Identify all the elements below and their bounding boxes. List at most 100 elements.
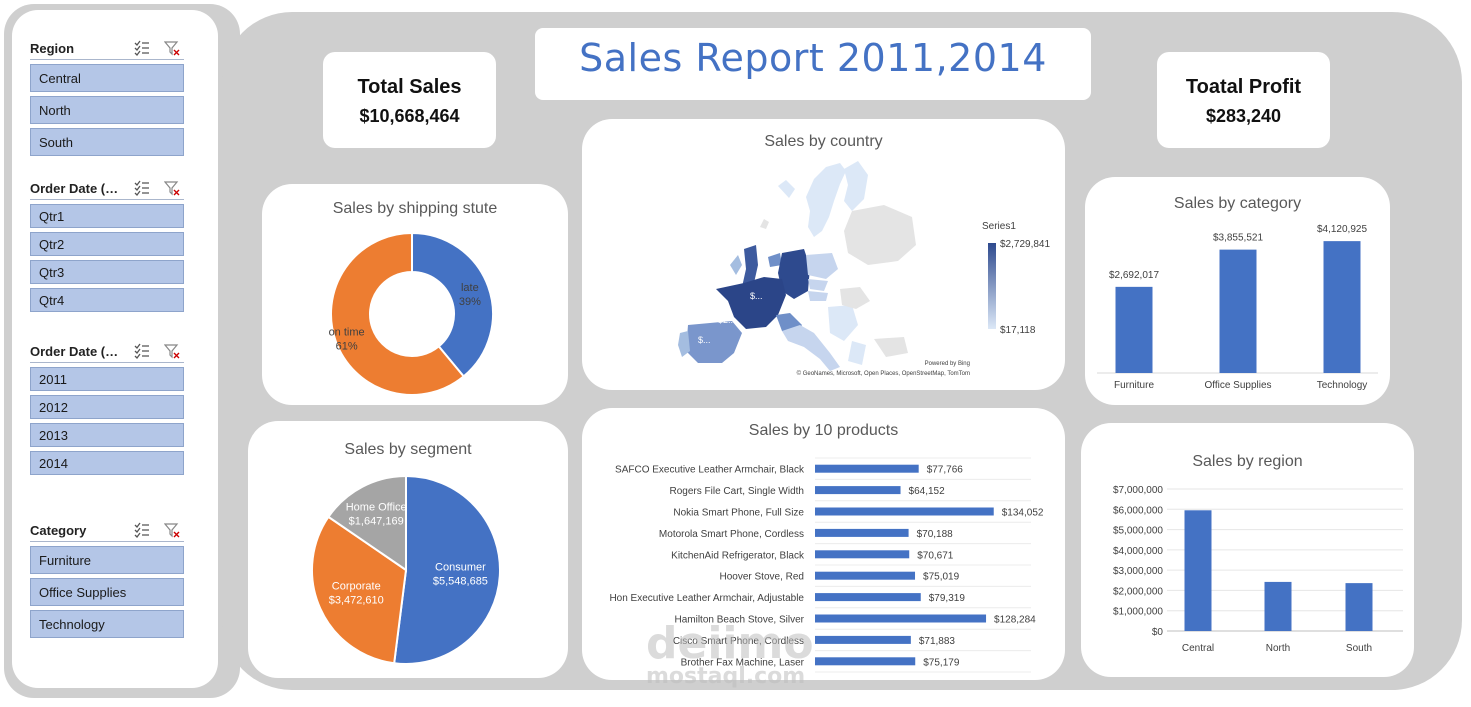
chart-title: Sales by shipping stute: [332, 200, 498, 217]
clear-filter-icon[interactable]: [164, 343, 180, 359]
bar: [1184, 510, 1212, 631]
legend-title: Series1: [982, 221, 1016, 232]
bar: [815, 635, 911, 644]
shipping-doughnut-chart: late 39% on time 61%: [329, 231, 494, 396]
category-label: Hon Executive Leather Armchair, Adjustab…: [609, 593, 804, 604]
data-label: $75,019: [923, 572, 960, 583]
data-label: $71,883: [919, 636, 956, 647]
bar: [815, 614, 987, 623]
category-label: Hamilton Beach Stove, Silver: [674, 615, 804, 626]
slicer-item-qtr1[interactable]: Qtr1: [30, 204, 184, 228]
data-label: $70,671: [917, 550, 954, 561]
multi-select-icon[interactable]: [134, 522, 150, 538]
slicer-title: Category: [30, 523, 87, 538]
category-label: Technology: [1317, 380, 1368, 391]
slicer-title: Order Date (Years): [30, 344, 126, 359]
chart-title: Sales by 10 products: [748, 422, 899, 439]
slicer-title: Region: [30, 41, 75, 56]
map-uk: [742, 245, 758, 287]
multi-select-icon[interactable]: [134, 343, 150, 359]
multi-select-icon[interactable]: [134, 180, 150, 196]
kpi-label: Total Sales: [357, 76, 462, 98]
data-label: $3,855,521: [1213, 233, 1263, 244]
map-data-label: $2...: [718, 315, 736, 325]
slice-label: Home Office: [346, 501, 407, 513]
pie-slice-consumer: [393, 474, 501, 665]
clear-filter-icon[interactable]: [164, 522, 180, 538]
slicer-header: Order Date (Years): [30, 339, 184, 363]
bar: [815, 507, 994, 516]
bar: [815, 486, 901, 495]
data-label: $70,188: [917, 529, 954, 540]
slicer-item-qtr4[interactable]: Qtr4: [30, 288, 184, 312]
slicer-item-2011[interactable]: 2011: [30, 367, 184, 391]
slicer-item-furniture[interactable]: Furniture: [30, 546, 184, 574]
legend-max: $2,729,841: [1000, 239, 1050, 250]
slicer-item-2014[interactable]: 2014: [30, 451, 184, 475]
legend-color-scale: [988, 243, 996, 329]
slicer-item-office-supplies[interactable]: Office Supplies: [30, 578, 184, 606]
map-data-label: $...: [750, 291, 763, 301]
category-label: SAFCO Executive Leather Armchair, Black: [615, 465, 805, 476]
slicer-quarters: Order Date (Quarters) Qtr1 Qtr2 Qtr3 Qtr…: [30, 176, 184, 312]
category-label: Furniture: [1114, 380, 1154, 391]
kpi-total-profit: Toatal Profit $283,240: [1157, 52, 1330, 148]
bar: [1345, 583, 1373, 631]
slicer-item-central[interactable]: Central: [30, 64, 184, 92]
y-tick-label: $7,000,000: [1113, 485, 1163, 496]
map-spain: [686, 321, 742, 363]
map-eastern-europe: [844, 205, 916, 265]
kpi-value: $283,240: [1205, 106, 1282, 126]
clear-filter-icon[interactable]: [164, 180, 180, 196]
segment-pie-chart: Consumer $5,548,685 Corporate $3,472,610 Hom…: [311, 474, 501, 665]
map-czechia: [808, 279, 828, 291]
chart-card-products: Sales by 10 products SAFCO Executive Lea…: [582, 408, 1065, 680]
category-label: North: [1266, 643, 1290, 654]
slice-percent: 39%: [459, 296, 481, 308]
multi-select-icon[interactable]: [134, 40, 150, 56]
category-label: Office Supplies: [1204, 380, 1271, 391]
chart-card-shipping: Sales by shipping stute late 39% on time 61…: [262, 184, 568, 405]
pie-slice-home-office: [327, 474, 407, 572]
category-label: Central: [1182, 643, 1214, 654]
chart-title: Sales by region: [1192, 453, 1303, 470]
kpi-value: $10,668,464: [359, 106, 460, 126]
category-bar-chart: $2,692,017 Furniture $3,855,521 Office Supp…: [1097, 224, 1378, 391]
map-scandinavia: [806, 163, 846, 237]
slicer-header: Order Date (Quarters): [30, 176, 184, 200]
category-label: Motorola Smart Phone, Cordless: [659, 529, 804, 540]
slicer-item-qtr3[interactable]: Qtr3: [30, 260, 184, 284]
bar: [815, 571, 916, 580]
bar: [1264, 581, 1292, 631]
map-netherlands: [768, 253, 782, 267]
y-tick-label: $2,000,000: [1113, 586, 1163, 597]
chart-card-region: Sales by region $0 $1,000,000 $2,000,000 $3…: [1081, 423, 1414, 677]
slicer-item-north[interactable]: North: [30, 96, 184, 124]
bar: [815, 464, 919, 473]
category-label: Rogers File Cart, Single Width: [670, 486, 805, 497]
bar: [815, 657, 916, 666]
slicer-item-2013[interactable]: 2013: [30, 423, 184, 447]
doughnut-slice-late: [411, 231, 494, 378]
bar: [1115, 286, 1153, 373]
country-map: $2... $... $... Series1 $2,729,841 $17,1…: [678, 161, 1050, 377]
slice-percent: 61%: [336, 341, 358, 353]
clear-filter-icon[interactable]: [164, 40, 180, 56]
slice-value: $1,647,169: [349, 515, 404, 527]
slicer-item-south[interactable]: South: [30, 128, 184, 156]
map-italy: [782, 325, 840, 371]
slicer-item-technology[interactable]: Technology: [30, 610, 184, 638]
bar: [1323, 241, 1361, 373]
bar: [815, 550, 910, 559]
chart-title: Sales by country: [764, 133, 883, 150]
data-label: $79,319: [929, 593, 966, 604]
slicer-item-qtr2[interactable]: Qtr2: [30, 232, 184, 256]
chart-card-country: Sales by country: [582, 119, 1065, 390]
slicer-years: Order Date (Years) 2011 2012 2013 2014: [30, 339, 184, 475]
category-label: Hoover Stove, Red: [720, 572, 805, 583]
slicer-header: Category: [30, 518, 184, 542]
map-germany: [778, 249, 810, 299]
slice-label: on time: [329, 327, 365, 339]
powered-by-label: Powered by Bing: [925, 361, 970, 367]
slicer-item-2012[interactable]: 2012: [30, 395, 184, 419]
